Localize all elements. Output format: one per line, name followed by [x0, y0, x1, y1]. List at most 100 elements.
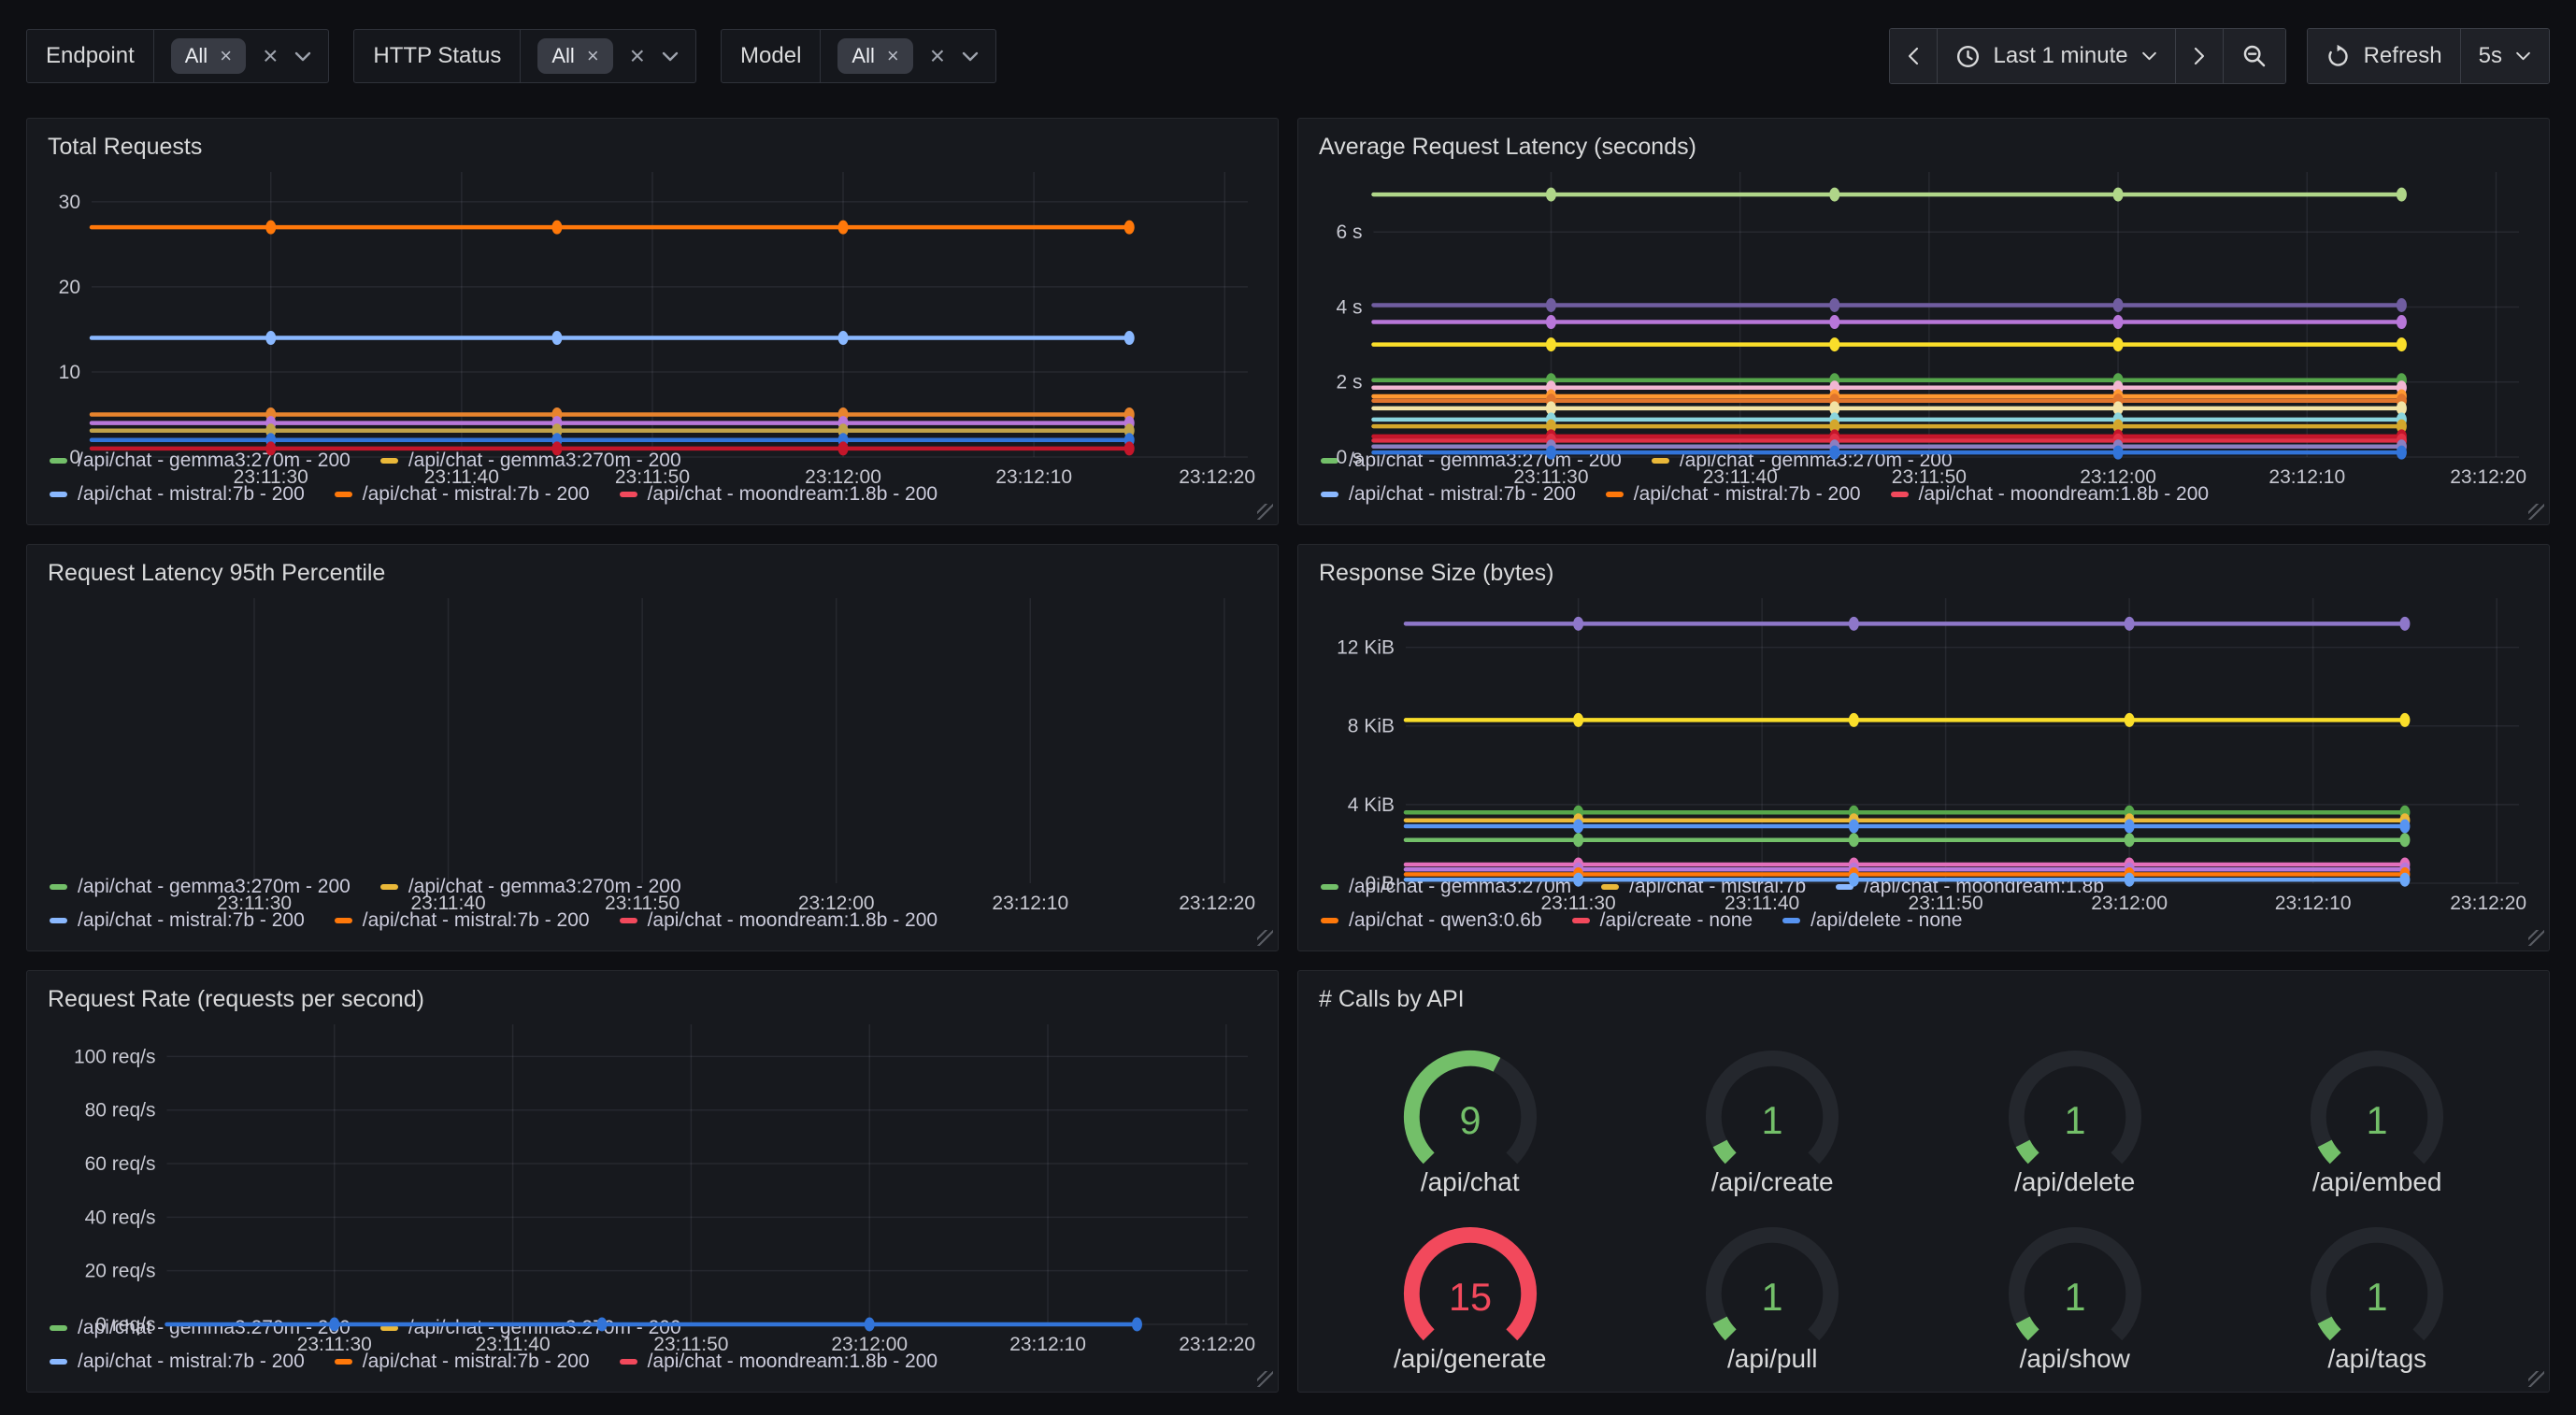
legend-item[interactable]: /api/chat - moondream:1.8b - 200	[619, 483, 937, 506]
series-point[interactable]	[1829, 187, 1840, 202]
time-shift-back-button[interactable]	[1889, 29, 1937, 83]
legend-item[interactable]: /api/chat - mistral:7b - 200	[50, 1351, 305, 1373]
series-point[interactable]	[2399, 872, 2411, 887]
legend-item[interactable]: /api/create - none	[1571, 909, 1753, 932]
series-point[interactable]	[1848, 616, 1859, 631]
filter-pill[interactable]: All ×	[170, 38, 247, 74]
filter-pill[interactable]: All ×	[537, 38, 613, 74]
series-point[interactable]	[1829, 337, 1840, 352]
series-point[interactable]	[2399, 616, 2411, 631]
panel-resize-handle[interactable]	[1257, 504, 1273, 520]
series-point[interactable]	[1829, 401, 1840, 416]
filter-pill[interactable]: All ×	[837, 38, 913, 74]
chart-canvas[interactable]: 0 s 2 s 4 s 6 s 23:11:30 23:11:40 23:11:50 23:1…	[1319, 164, 2528, 491]
chart-canvas[interactable]: 23:11:30 23:11:40 23:11:50 23:12:00 23:12:10…	[48, 591, 1257, 917]
series-point[interactable]	[1848, 872, 1859, 887]
series-point[interactable]	[2399, 819, 2411, 834]
series-point[interactable]	[1545, 445, 1556, 460]
series-point[interactable]	[864, 1317, 875, 1332]
panel-resize-handle[interactable]	[2528, 1371, 2544, 1387]
series-point[interactable]	[2396, 315, 2407, 330]
series-point[interactable]	[1573, 819, 1584, 834]
series-point[interactable]	[551, 220, 563, 235]
series-point[interactable]	[1545, 187, 1556, 202]
time-range-picker[interactable]: Last 1 minute	[1936, 29, 2175, 83]
legend-item[interactable]: /api/chat - qwen3:0.6b	[1321, 909, 1542, 932]
series-point[interactable]	[1573, 616, 1584, 631]
refresh-interval-picker[interactable]: 5s	[2459, 29, 2549, 83]
legend-item[interactable]: /api/chat - gemma3:270m - 200	[50, 876, 351, 898]
series-point[interactable]	[265, 220, 277, 235]
series-point[interactable]	[2124, 819, 2135, 834]
series-point[interactable]	[1545, 419, 1556, 434]
legend-item[interactable]: /api/chat - mistral:7b - 200	[334, 909, 590, 932]
series-point[interactable]	[837, 441, 849, 456]
series-point[interactable]	[1848, 712, 1859, 727]
chart-canvas[interactable]: 0 B 4 KiB 8 KiB 12 KiB 23:11:30 23:11:40 23:11…	[1319, 591, 2528, 917]
panel-resize-handle[interactable]	[2528, 504, 2544, 520]
chevron-down-icon[interactable]	[962, 51, 979, 62]
legend-item[interactable]: /api/chat - mistral:7b - 200	[50, 909, 305, 932]
series-point[interactable]	[2396, 445, 2407, 460]
legend-item[interactable]: /api/chat - mistral:7b - 200	[50, 483, 305, 506]
filter-value-picker[interactable]: All × ×	[821, 30, 995, 82]
filter-value-picker[interactable]: All × ×	[521, 30, 695, 82]
series-point[interactable]	[1123, 441, 1135, 456]
series-point[interactable]	[2112, 315, 2124, 330]
filter-clear-icon[interactable]: ×	[929, 41, 946, 70]
legend-item[interactable]: /api/chat - gemma3:270m - 200	[379, 450, 681, 472]
series-point[interactable]	[596, 1317, 608, 1332]
series-point[interactable]	[551, 441, 563, 456]
pill-remove-icon[interactable]: ×	[586, 44, 599, 67]
legend-item[interactable]: /api/chat - mistral:7b - 200	[334, 483, 590, 506]
series-point[interactable]	[2112, 337, 2124, 352]
panel-resize-handle[interactable]	[1257, 1371, 1273, 1387]
series-point[interactable]	[2112, 445, 2124, 460]
filter-value-picker[interactable]: All × ×	[154, 30, 329, 82]
series-point[interactable]	[1848, 819, 1859, 834]
series-point[interactable]	[1123, 220, 1135, 235]
series-point[interactable]	[1848, 833, 1859, 848]
series-point[interactable]	[1829, 297, 1840, 312]
series-point[interactable]	[2396, 297, 2407, 312]
series-point[interactable]	[1131, 1317, 1142, 1332]
series-point[interactable]	[2399, 712, 2411, 727]
refresh-button[interactable]: Refresh	[2307, 29, 2460, 83]
series-point[interactable]	[265, 331, 277, 346]
panel-resize-handle[interactable]	[2528, 930, 2544, 946]
legend-item[interactable]: /api/delete - none	[1782, 909, 1962, 932]
series-point[interactable]	[2124, 616, 2135, 631]
series-point[interactable]	[2112, 187, 2124, 202]
series-point[interactable]	[2112, 297, 2124, 312]
series-point[interactable]	[837, 220, 849, 235]
legend-item[interactable]: /api/chat - gemma3:270m - 200	[1651, 450, 1953, 472]
series-point[interactable]	[2396, 401, 2407, 416]
legend-item[interactable]: /api/chat - mistral:7b - 200	[1321, 483, 1576, 506]
series-point[interactable]	[265, 441, 277, 456]
legend-item[interactable]: /api/chat - mistral:7b - 200	[1605, 483, 1861, 506]
series-point[interactable]	[1545, 401, 1556, 416]
timeseries-chart[interactable]: 0 s 2 s 4 s 6 s 23:11:30 23:11:40 23:11:50 23:1…	[1319, 164, 2528, 488]
series-point[interactable]	[2396, 419, 2407, 434]
series-point[interactable]	[1829, 419, 1840, 434]
pill-remove-icon[interactable]: ×	[220, 44, 233, 67]
series-point[interactable]	[1545, 297, 1556, 312]
legend-item[interactable]: /api/chat - moondream:1.8b - 200	[619, 1351, 937, 1373]
series-point[interactable]	[2112, 419, 2124, 434]
series-point[interactable]	[1829, 445, 1840, 460]
series-point[interactable]	[2124, 872, 2135, 887]
legend-item[interactable]: /api/chat - moondream:1.8b - 200	[1890, 483, 2209, 506]
series-point[interactable]	[837, 331, 849, 346]
series-point[interactable]	[1545, 315, 1556, 330]
timeseries-chart[interactable]: 0 10 20 30 23:11:30 23:11:40 23:11:50 23:12:00 2…	[48, 164, 1257, 488]
series-point[interactable]	[2112, 401, 2124, 416]
series-point[interactable]	[2124, 833, 2135, 848]
legend-item[interactable]: /api/chat - gemma3:270m - 200	[50, 450, 351, 472]
series-point[interactable]	[2399, 833, 2411, 848]
series-point[interactable]	[2396, 337, 2407, 352]
filter-clear-icon[interactable]: ×	[263, 41, 279, 70]
timeseries-chart[interactable]: 0 req/s 20 req/s 40 req/s 60 req/s 80 req/s 1…	[48, 1017, 1257, 1355]
series-point[interactable]	[1123, 331, 1135, 346]
timeseries-chart[interactable]: 23:11:30 23:11:40 23:11:50 23:12:00 23:12:10…	[48, 591, 1257, 914]
chart-canvas[interactable]: 0 10 20 30 23:11:30 23:11:40 23:11:50 23:12:00 2…	[48, 164, 1257, 491]
